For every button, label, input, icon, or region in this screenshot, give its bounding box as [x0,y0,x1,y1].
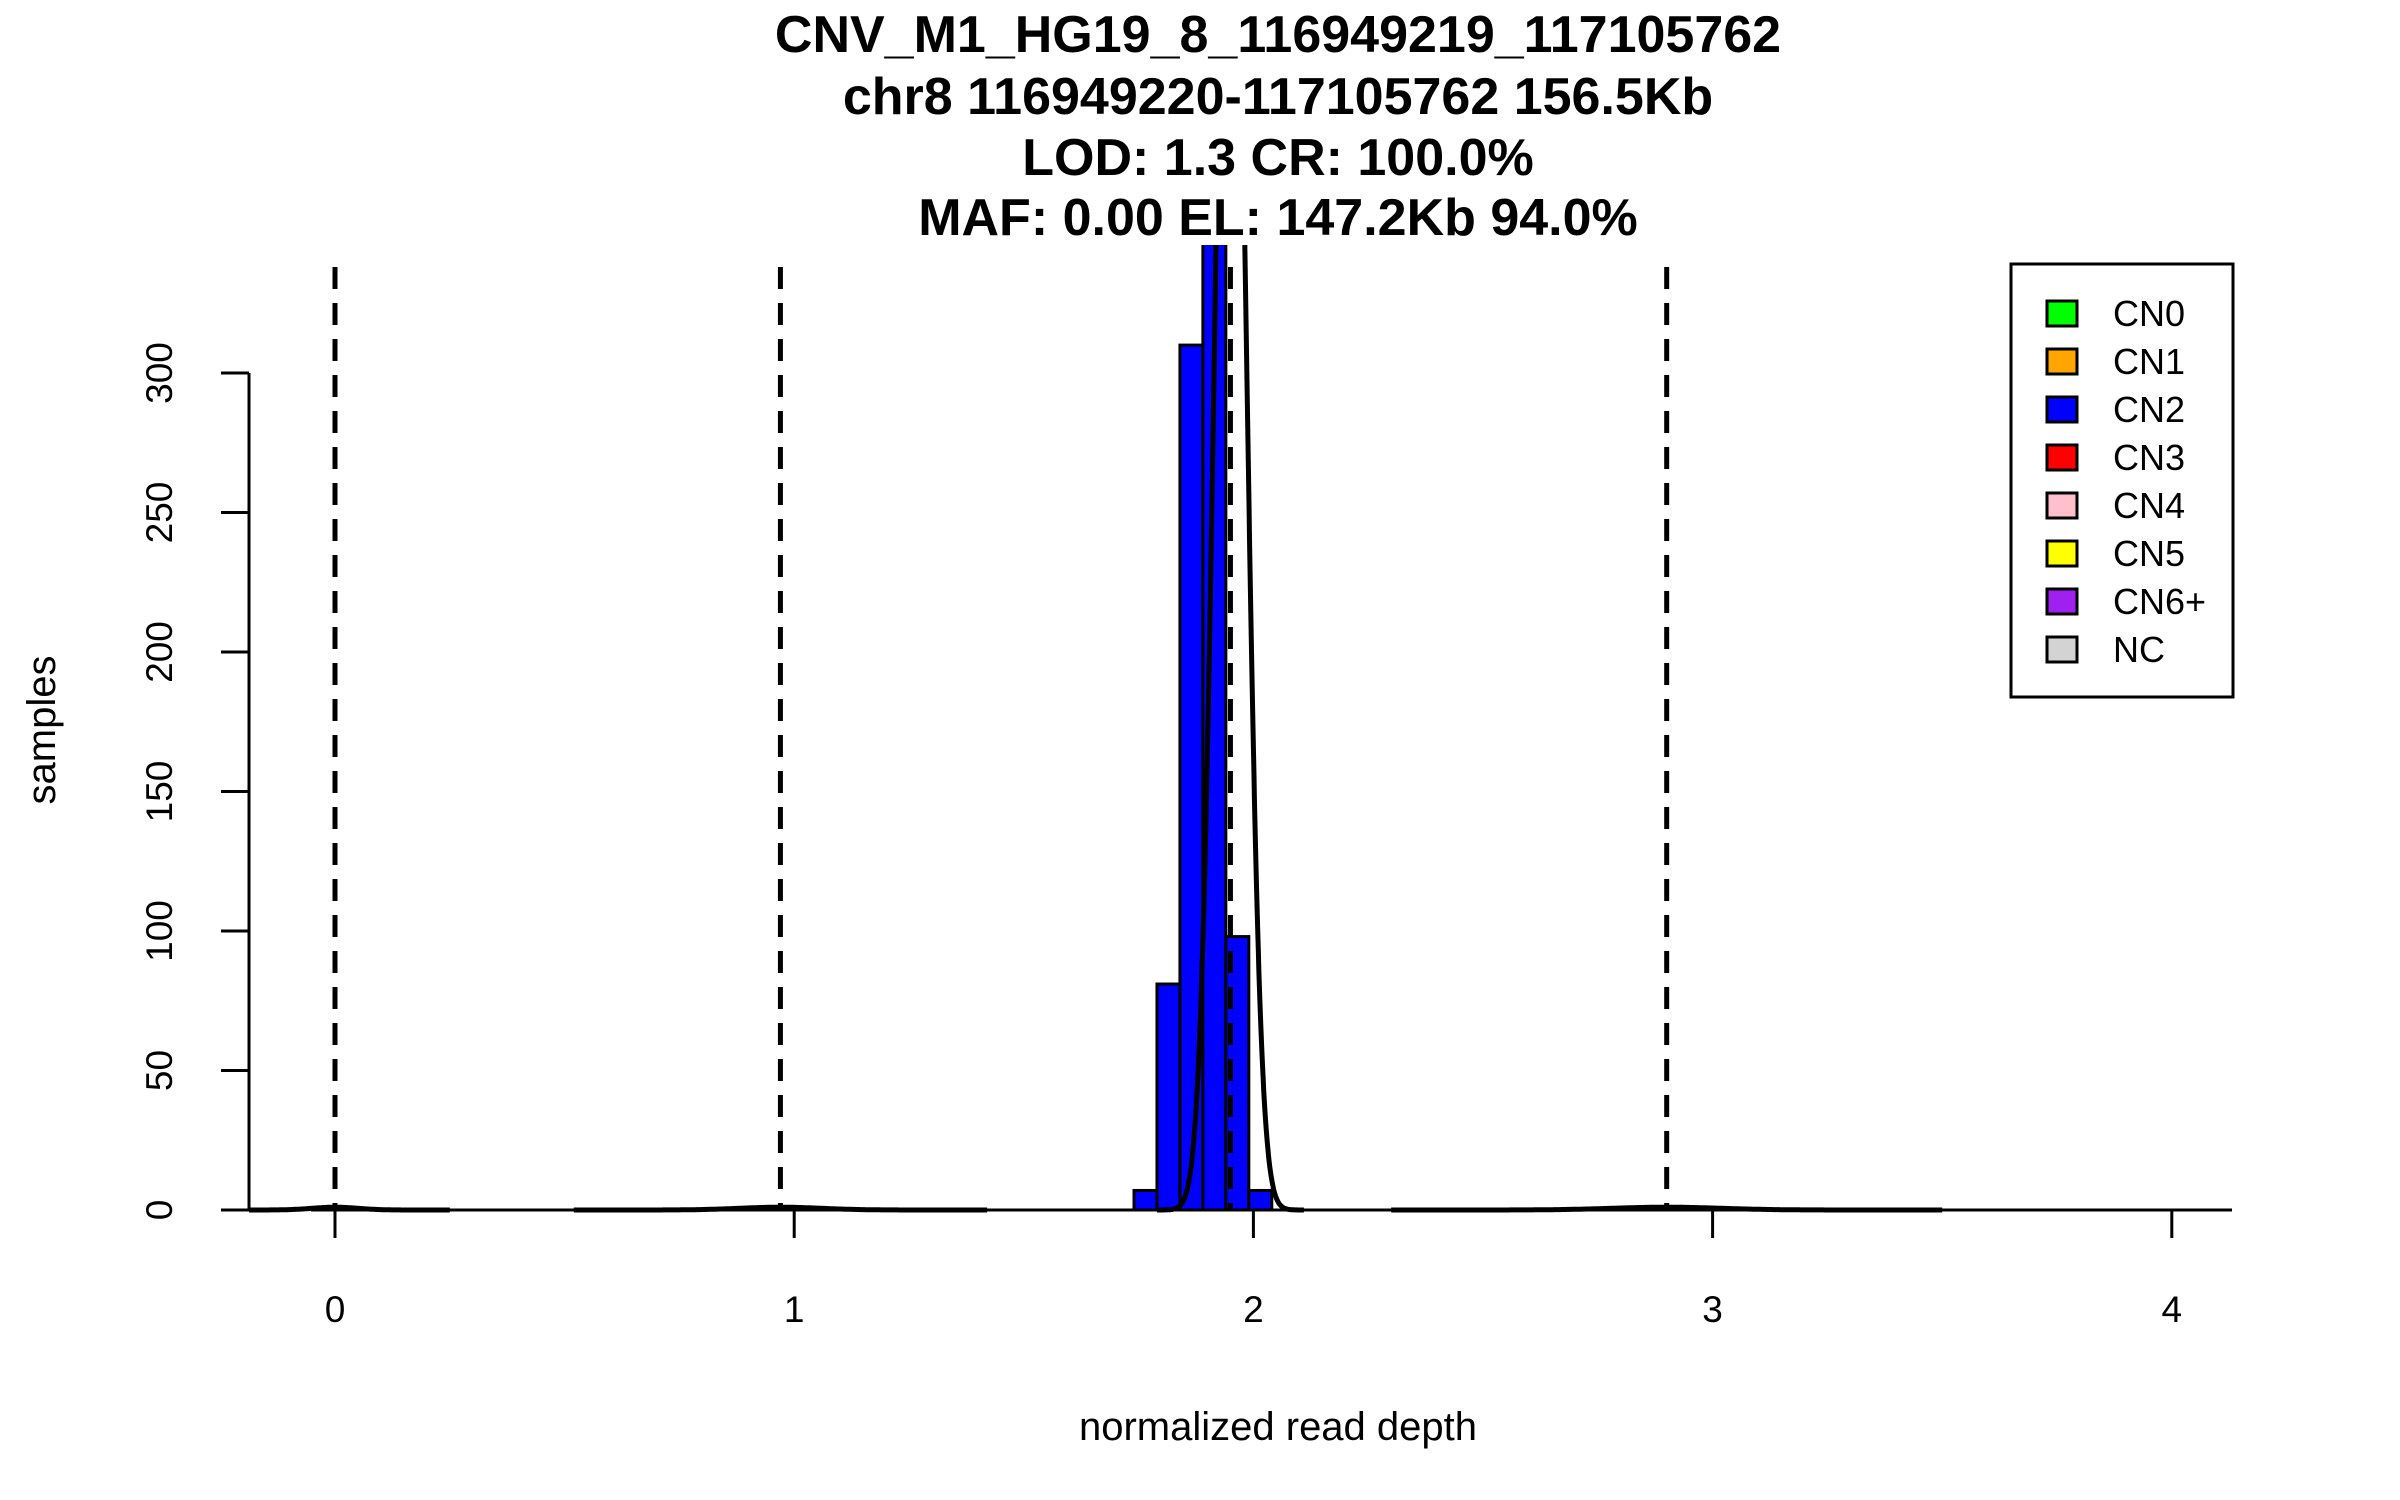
copy-number-lines [332,267,1670,1210]
x-tick-label-1: 1 [784,1289,805,1330]
y-tick-label-6: 300 [139,342,180,404]
legend-label-1: CN1 [2113,341,2185,382]
legend-swatch-cn0 [2045,299,2079,328]
legend-swatch-cn6plus [2045,587,2079,616]
legend-label-7: NC [2113,629,2165,670]
histogram-bars [311,245,2232,1212]
x-axis-label: normalized read depth [1079,1405,1477,1449]
legend-label-3: CN3 [2113,437,2185,478]
legend-swatch-nc [2045,635,2079,664]
y-tick-label-4: 200 [139,621,180,683]
histogram-bar-1 [1155,982,1182,1212]
y-axis: 0 50 100 150 200 250 300 [139,342,251,1221]
legend-swatch-cn3 [2045,443,2079,472]
x-axis: 0 1 2 3 4 [325,1210,2182,1330]
title-line-1: CNV_M1_HG19_8_116949219_117105762 [775,6,1781,64]
legend-label-0: CN0 [2113,293,2185,334]
x-tick-label-3: 3 [1702,1289,1723,1330]
legend-swatch-cn2 [2045,395,2079,424]
title-line-4: MAF: 0.00 EL: 147.2Kb 94.0% [918,189,1638,247]
fitted-curve-2 [1157,245,1304,1213]
x-tick-label-2: 2 [1243,1289,1264,1330]
y-tick-label-0: 0 [139,1200,180,1221]
y-tick-label-3: 150 [139,761,180,823]
legend-swatch-cn5 [2045,539,2079,568]
x-tick-label-4: 4 [2162,1289,2183,1330]
legend-label-4: CN4 [2113,485,2185,526]
legend-label-2: CN2 [2113,389,2185,430]
histogram-bar-0 [1132,1188,1159,1212]
legend-swatch-cn1 [2045,347,2079,376]
legend: CN0 CN1 CN2 CN3 CN4 CN5 CN6+ NC [2009,262,2235,699]
histogram-bar-5 [1247,1188,1274,1212]
y-tick-label-5: 250 [139,482,180,544]
title-line-2: chr8 116949220-117105762 156.5Kb [843,68,1713,126]
legend-label-5: CN5 [2113,533,2185,574]
y-tick-label-1: 50 [139,1050,180,1091]
chart-title: CNV_M1_HG19_8_116949219_117105762 chr8 1… [775,6,1781,247]
title-line-3: LOD: 1.3 CR: 100.0% [1022,129,1534,187]
legend-box [2009,262,2235,699]
y-axis-label: samples [20,656,64,805]
legend-label-6: CN6+ [2113,581,2206,622]
legend-swatch-cn4 [2045,491,2079,520]
y-tick-label-2: 100 [139,900,180,962]
x-tick-label-0: 0 [325,1289,346,1330]
